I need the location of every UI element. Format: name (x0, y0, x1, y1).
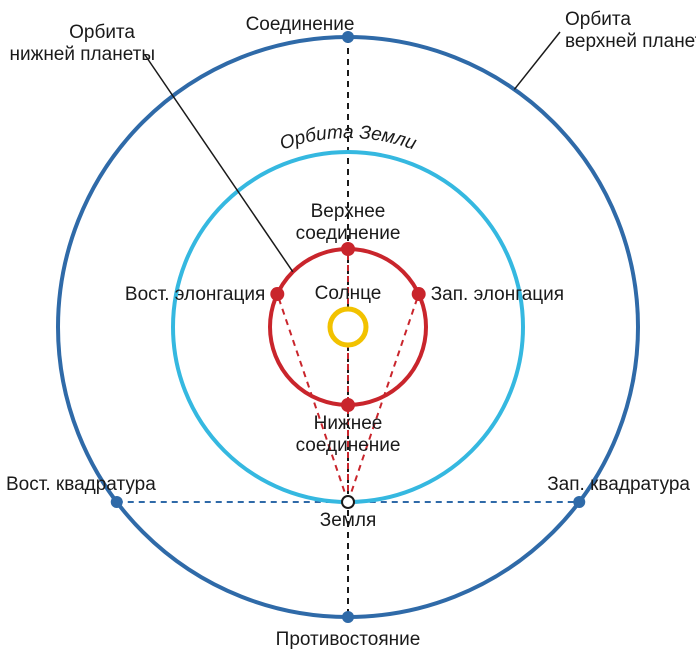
inner-dot-superior (341, 242, 355, 256)
label-earth: Земля (320, 510, 376, 531)
sun (330, 309, 366, 345)
label-inferior-1: Нижнее (314, 413, 383, 434)
label-outer-orbit-2: верхней планеты (565, 31, 696, 52)
label-opposition: Противостояние (276, 629, 421, 650)
label-inferior-2: соединение (296, 435, 401, 456)
label-outer-orbit-1: Орбита (565, 9, 631, 30)
outer-dot-east_quad (111, 496, 123, 508)
label-west-quad: Зап. квадратура (547, 474, 690, 495)
label-superior-1: Верхнее (311, 201, 386, 222)
label-sun: Солнце (315, 283, 382, 304)
label-east-elong: Вост. элонгация (125, 284, 265, 305)
inner-dot-west_elong (412, 287, 426, 301)
label-inner-orbit-1: Орбита (69, 22, 135, 43)
label-west-elong: Зап. элонгация (431, 284, 564, 305)
label-superior-2: соединение (296, 223, 401, 244)
outer-dot-west_quad (573, 496, 585, 508)
label-conjunction: Соединение (246, 14, 355, 35)
earth-point (342, 496, 354, 508)
inner-dot-inferior (341, 398, 355, 412)
label-inner-orbit-2: нижней планеты (10, 44, 156, 65)
label-east-quad: Вост. квадратура (6, 474, 156, 495)
inner-dot-east_elong (270, 287, 284, 301)
outer-dot-opposition (342, 611, 354, 623)
